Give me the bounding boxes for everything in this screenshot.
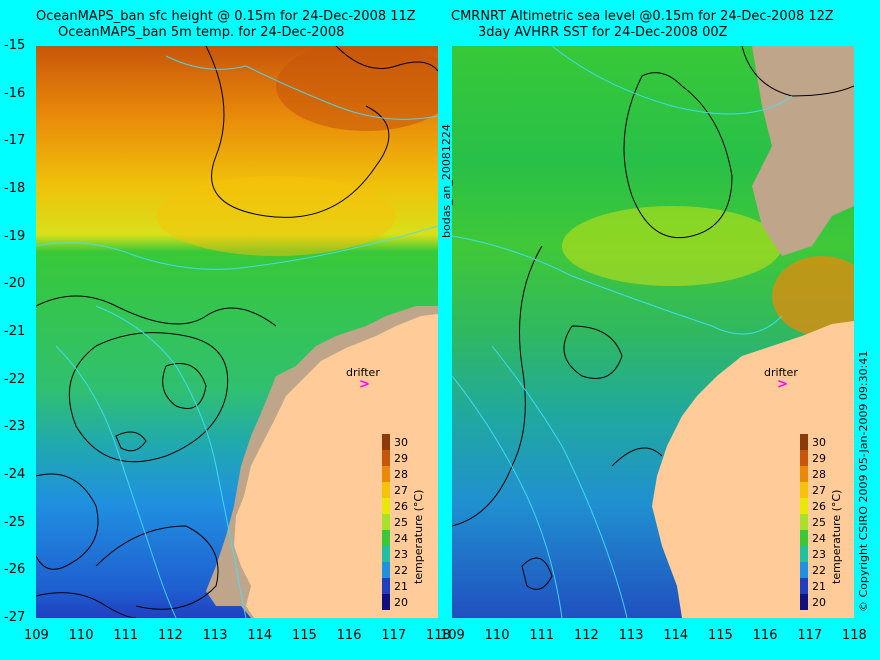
left-drifter-marker: >	[359, 377, 370, 392]
x-tick-label: 111	[529, 628, 555, 643]
x-tick-label: 111	[113, 628, 139, 643]
y-tick-label: -15	[4, 38, 26, 53]
colorbar-swatch	[382, 466, 390, 482]
colorbar-tick-label: 23	[394, 548, 408, 561]
y-tick-label: -23	[4, 419, 26, 435]
right-cloud-mask	[752, 46, 854, 256]
colorbar-tick-label: 20	[812, 596, 826, 609]
colorbar-swatch	[382, 482, 390, 498]
colorbar-tick-label: 29	[812, 452, 826, 465]
left-colorbar: 30 29 28 27 26 25 24 23 22 21 20 temperature (°C)	[382, 434, 425, 610]
colorbar-tick-label: 22	[812, 564, 826, 577]
y-tick-label: -16	[4, 85, 26, 101]
x-tick-label: 117	[381, 628, 407, 643]
colorbar-swatch	[800, 594, 808, 610]
colorbar-tick-label: 23	[812, 548, 826, 561]
colorbar-tick-label: 28	[394, 468, 408, 481]
colorbar-swatch	[382, 530, 390, 546]
colorbar-swatch	[800, 530, 808, 546]
left-side-label: bodas_an_20081224	[440, 124, 453, 238]
y-tick-label: -27	[4, 610, 26, 625]
x-tick-label: 112	[574, 628, 599, 643]
left-map: drifter > 30 29 28 27 26 25 24 23 22 21 20 temperat…	[36, 46, 438, 618]
x-tick-label: 116	[336, 628, 362, 643]
x-tick-label: 109	[24, 628, 49, 643]
colorbar-label: temperature (°C)	[830, 490, 843, 584]
colorbar-swatch	[382, 562, 390, 578]
x-tick-label: 115	[292, 628, 317, 643]
colorbar-swatch	[382, 514, 390, 530]
x-tick-label: 113	[202, 628, 228, 643]
colorbar-swatch	[800, 482, 808, 498]
x-tick-label: 117	[797, 628, 823, 643]
right-map: drifter > 30 29 28 27 26 25 24 23 22 21 20 temperat…	[452, 46, 854, 618]
left-yellow-patch	[156, 176, 396, 256]
colorbar-tick-label: 21	[812, 580, 826, 593]
y-tick-label: -21	[4, 324, 26, 339]
colorbar-tick-label: 30	[812, 436, 826, 449]
colorbar-tick-label: 22	[394, 564, 408, 577]
colorbar-tick-label: 27	[812, 484, 826, 497]
colorbar-tick-label: 29	[394, 452, 408, 465]
right-drifter-marker: >	[777, 377, 788, 392]
colorbar-tick-label: 28	[812, 468, 826, 481]
x-tick-label: 113	[618, 628, 644, 643]
colorbar-tick-label: 30	[394, 436, 408, 449]
right-side-label: © Copyright CSIRO 2009 05-Jan-2009 09:30…	[857, 350, 870, 612]
x-tick-label: 115	[708, 628, 733, 643]
colorbar-swatch	[800, 578, 808, 594]
colorbar-tick-label: 26	[394, 500, 408, 513]
colorbar-swatch	[382, 450, 390, 466]
x-tick-label: 114	[663, 628, 689, 643]
x-tick-label: 110	[484, 628, 510, 643]
left-title-line2: OceanMAPS_ban 5m temp. for 24-Dec-2008	[58, 25, 345, 40]
colorbar-tick-label: 24	[394, 532, 408, 545]
colorbar-tick-label: 20	[394, 596, 408, 609]
x-tick-label: 112	[158, 628, 183, 643]
colorbar-swatch	[800, 562, 808, 578]
right-yellow-patch	[562, 206, 782, 286]
colorbar-tick-label: 24	[812, 532, 826, 545]
y-tick-label: -19	[4, 228, 26, 244]
x-tick-label: 118	[426, 628, 451, 643]
y-tick-label: -25	[4, 514, 26, 530]
colorbar-swatch	[382, 498, 390, 514]
left-title-line1: OceanMAPS_ban sfc height @ 0.15m for 24-…	[36, 9, 416, 24]
colorbar-swatch	[800, 498, 808, 514]
colorbar-swatch	[800, 514, 808, 530]
colorbar-swatch	[382, 434, 390, 450]
right-title-line2: 3day AVHRR SST for 24-Dec-2008 00Z	[478, 25, 728, 40]
y-tick-label: -22	[4, 371, 26, 387]
right-warm-coast	[772, 256, 854, 336]
colorbar-swatch	[800, 466, 808, 482]
right-colorbar: 30 29 28 27 26 25 24 23 22 21 20 temperature (°C)	[800, 434, 843, 610]
y-tick-label: -24	[4, 467, 26, 482]
y-tick-label: -20	[4, 276, 26, 292]
colorbar-swatch	[382, 578, 390, 594]
colorbar-swatch	[800, 450, 808, 466]
right-drifter-label: drifter	[764, 366, 798, 379]
colorbar-tick-label: 25	[394, 516, 408, 529]
colorbar-swatch	[382, 594, 390, 610]
x-tick-label: 118	[842, 628, 867, 643]
colorbar-label: temperature (°C)	[412, 490, 425, 584]
colorbar-tick-label: 26	[812, 500, 826, 513]
y-tick-label: -17	[4, 133, 26, 149]
colorbar-swatch	[382, 546, 390, 562]
y-tick-label: -18	[4, 181, 26, 196]
left-drifter-label: drifter	[346, 366, 380, 379]
colorbar-tick-label: 27	[394, 484, 408, 497]
colorbar-tick-label: 21	[394, 580, 408, 593]
x-tick-label: 109	[440, 628, 465, 643]
colorbar-swatch	[800, 546, 808, 562]
y-tick-label: -26	[4, 562, 26, 578]
colorbar-swatch	[800, 434, 808, 450]
left-warm-patch	[276, 46, 438, 131]
x-tick-label: 114	[247, 628, 273, 643]
x-tick-label: 110	[68, 628, 94, 643]
colorbar-tick-label: 25	[812, 516, 826, 529]
right-title-line1: CMRNRT Altimetric sea level @0.15m for 2…	[451, 9, 834, 24]
x-tick-label: 116	[752, 628, 778, 643]
